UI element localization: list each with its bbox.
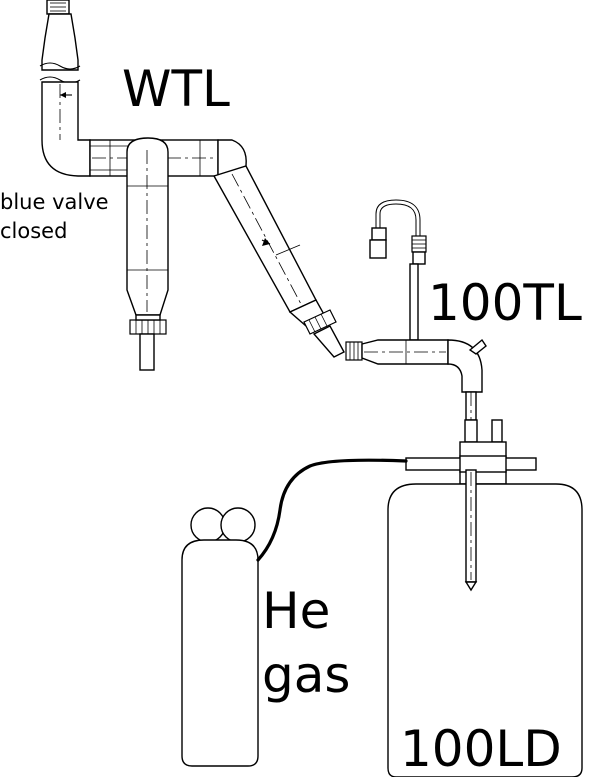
ld100-dewar	[387, 419, 583, 777]
label-valve-line1: blue valve	[0, 190, 109, 214]
wtl-break-mark	[39, 62, 81, 70]
ld100-side-port	[491, 419, 503, 443]
wtl-reservoir-stem	[139, 333, 155, 371]
wtl-vertical-tube	[41, 81, 91, 177]
label-wtl: WTL	[122, 60, 230, 118]
tl100-transfer-line	[345, 199, 487, 421]
wtl-tip	[312, 325, 345, 358]
label-valve-line2: closed	[0, 219, 67, 243]
wtl-upper-tube	[41, 13, 79, 71]
label-gas: gas	[262, 646, 350, 704]
cylinder-cap-right	[220, 507, 256, 543]
tl100-hose-fitting-left	[371, 227, 387, 241]
label-100tl: 100TL	[428, 274, 582, 332]
wtl-transfer-line	[39, 0, 345, 371]
cylinder-cap-left	[190, 507, 226, 543]
ld100-center-port	[464, 419, 478, 443]
he-gas-cylinder	[181, 458, 408, 767]
he-supply-hose	[256, 458, 408, 562]
label-he: He	[262, 582, 330, 640]
cylinder-body	[181, 539, 259, 767]
tl100-vertical-tube	[409, 263, 419, 341]
ld100-dewar-body	[387, 483, 583, 777]
wtl-reservoir-leg	[126, 137, 169, 316]
tl100-valve-knob	[468, 338, 487, 355]
label-100ld: 100LD	[400, 720, 562, 777]
